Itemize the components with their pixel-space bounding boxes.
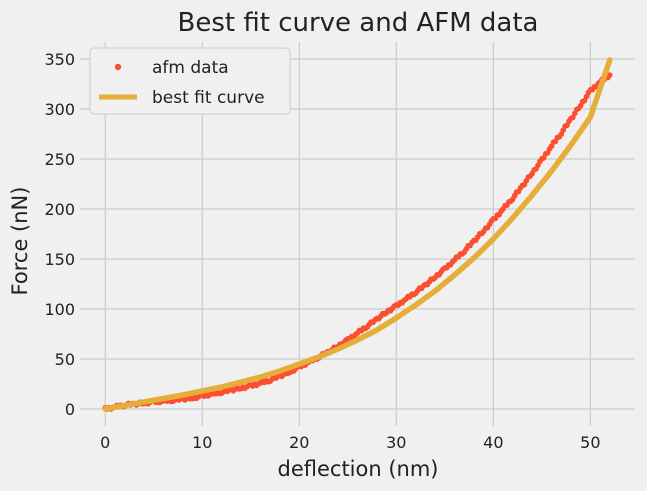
y-tick-label: 50 [55, 350, 75, 369]
x-tick-label: 20 [289, 433, 309, 452]
y-axis-label: Force (nN) [8, 187, 32, 296]
y-tick-label: 0 [65, 400, 75, 419]
y-tick-label: 250 [44, 150, 75, 169]
afm-data-point [606, 72, 613, 78]
x-tick-label: 0 [100, 433, 110, 452]
y-tick-label: 350 [44, 50, 75, 69]
x-tick-label: 30 [386, 433, 406, 452]
chart-title: Best fit curve and AFM data [178, 8, 539, 38]
legend: afm data best fit curve [89, 47, 291, 115]
series-layer [102, 57, 613, 413]
x-tick-label: 10 [192, 433, 212, 452]
x-tick-label: 50 [580, 433, 600, 452]
y-tick-label: 200 [44, 200, 75, 219]
best-fit-curve [102, 57, 613, 412]
legend-label-afm: afm data [152, 58, 229, 78]
y-tick-label: 150 [44, 250, 75, 269]
x-axis-label: deflection (nm) [278, 457, 439, 481]
legend-box [89, 47, 291, 115]
grid [80, 42, 635, 426]
y-tick-label: 100 [44, 300, 75, 319]
x-tick-label: 40 [483, 433, 503, 452]
legend-label-fit: best fit curve [152, 88, 265, 108]
legend-marker-afm [114, 63, 122, 71]
tick-labels: 0 10 20 30 40 50 0 50 100 150 200 250 300 350 [44, 50, 600, 452]
y-tick-label: 300 [44, 100, 75, 119]
